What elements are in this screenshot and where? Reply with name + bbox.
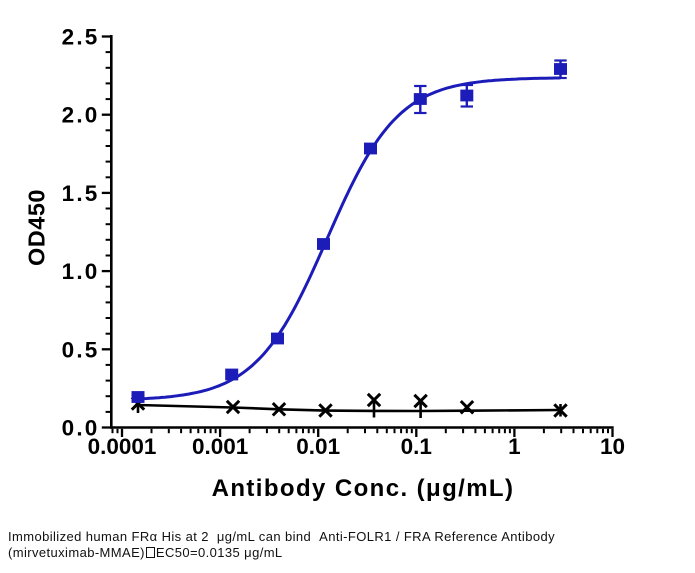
svg-text:2.0: 2.0 xyxy=(62,103,100,128)
svg-text:0.0: 0.0 xyxy=(62,416,100,441)
svg-text:0.0001: 0.0001 xyxy=(88,434,157,459)
svg-text:2.5: 2.5 xyxy=(62,25,100,50)
svg-text:0.1: 0.1 xyxy=(401,434,432,459)
svg-text:OD450: OD450 xyxy=(24,189,50,266)
svg-text:1.0: 1.0 xyxy=(62,259,100,284)
svg-text:1: 1 xyxy=(508,434,521,459)
svg-text:Antibody Conc. (μg/mL): Antibody Conc. (μg/mL) xyxy=(212,475,515,502)
svg-text:0.001: 0.001 xyxy=(192,434,248,459)
svg-text:0.5: 0.5 xyxy=(62,337,100,362)
svg-text:1.5: 1.5 xyxy=(62,181,100,206)
svg-text:0.01: 0.01 xyxy=(296,434,340,459)
svg-text:10: 10 xyxy=(600,434,625,459)
